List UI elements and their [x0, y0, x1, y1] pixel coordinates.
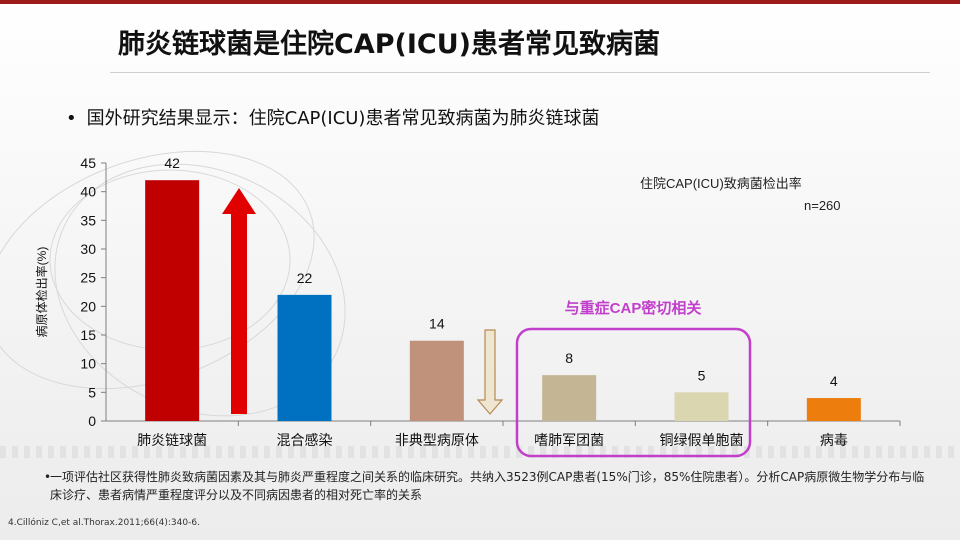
page-title: 肺炎链球菌是住院CAP(ICU)患者常见致病菌 [118, 29, 660, 60]
legend-sample-size: n=260 [804, 198, 841, 213]
y-tick-label: 10 [80, 356, 96, 372]
bar-value-label: 22 [297, 270, 313, 286]
study-note-text: 一项评估社区获得性肺炎致病菌因素及其与肺炎严重程度之间关系的临床研究。共纳入35… [50, 470, 925, 502]
bar-value-label: 14 [429, 316, 445, 332]
y-axis-label: 病原体检出率(%) [34, 247, 49, 338]
bar-value-label: 42 [164, 155, 180, 171]
y-tick-label: 30 [80, 241, 96, 257]
up-arrow-icon [222, 188, 256, 414]
top-accent-bar [0, 0, 960, 4]
y-tick-label: 25 [80, 270, 96, 286]
y-tick-label: 35 [80, 212, 96, 228]
y-tick-label: 0 [88, 413, 96, 429]
x-category-label: 混合感染 [277, 432, 333, 448]
reference-citation: 4.Cillóniz C,et al.Thorax.2011;66(4):340… [8, 518, 200, 528]
bar [542, 375, 597, 421]
bar-value-label: 4 [830, 373, 838, 389]
y-tick-label: 5 [88, 384, 96, 400]
bar [277, 294, 332, 421]
x-category-label: 铜绿假单胞菌 [660, 432, 744, 448]
y-tick-label: 40 [80, 184, 96, 200]
bar-value-label: 8 [565, 350, 573, 366]
y-tick-label: 45 [80, 155, 96, 171]
bar [409, 340, 464, 421]
x-category-label: 非典型病原体 [395, 432, 479, 448]
key-finding-text: 国外研究结果显示：住院CAP(ICU)患者常见致病菌为肺炎链球菌 [86, 108, 600, 129]
highlight-label: 与重症CAP密切相关 [565, 299, 702, 317]
x-category-label: 肺炎链球菌 [137, 432, 207, 448]
footnote-bullet: • [44, 470, 52, 484]
title-divider [110, 72, 930, 73]
legend-title: 住院CAP(ICU)致病菌检出率 [640, 176, 802, 191]
bullet-dot: • [66, 108, 77, 129]
x-category-label: 病毒 [820, 432, 848, 448]
y-tick-label: 15 [80, 327, 96, 343]
x-category-label: 嗜肺军团菌 [534, 432, 604, 448]
study-note: • 一项评估社区获得性肺炎致病菌因素及其与肺炎严重程度之间关系的临床研究。共纳入3… [44, 468, 930, 504]
highlight-box [515, 327, 752, 458]
y-tick-label: 20 [80, 298, 96, 314]
bar-value-label: 5 [698, 367, 706, 383]
bar [145, 180, 200, 421]
down-arrow-icon [476, 329, 504, 415]
bar [806, 398, 861, 421]
key-finding: • 国外研究结果显示：住院CAP(ICU)患者常见致病菌为肺炎链球菌 [66, 104, 599, 130]
bar [674, 392, 729, 421]
